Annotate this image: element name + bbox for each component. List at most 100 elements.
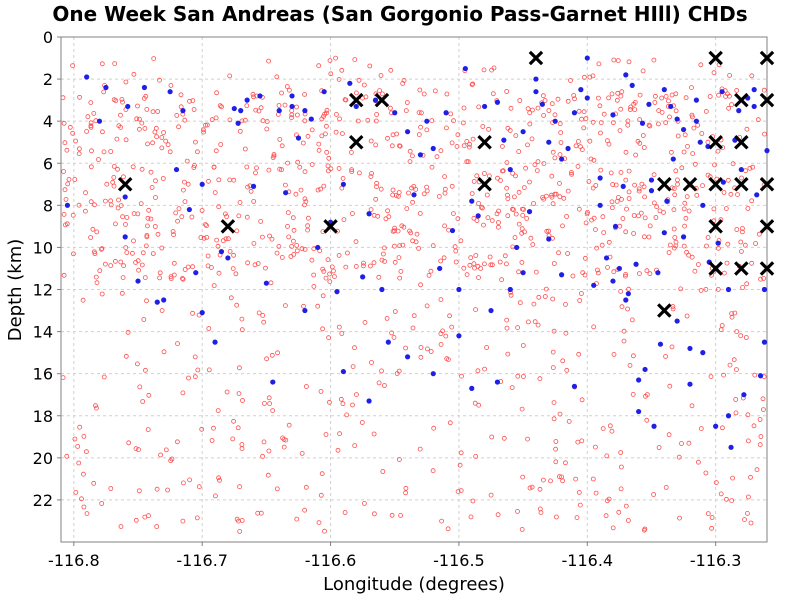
earthquake-point (458, 450, 464, 456)
earthquake-point (279, 254, 285, 260)
earthquake-point (182, 267, 188, 272)
earthquake-point (416, 110, 422, 115)
earthquake-point (458, 488, 464, 494)
earthquake-point (536, 294, 542, 300)
earthquake-point (266, 167, 272, 173)
earthquake-point (154, 486, 160, 492)
chd-point (199, 310, 205, 316)
chd-point (680, 126, 687, 133)
earthquake-point (735, 192, 740, 198)
earthquake-point (471, 178, 477, 184)
chd-point (366, 211, 372, 217)
earthquake-point (745, 412, 751, 418)
earthquake-point (442, 190, 448, 196)
earthquake-point (496, 208, 502, 214)
earthquake-point (404, 206, 410, 212)
earthquake-point (485, 215, 491, 221)
earthquake-point (565, 98, 571, 104)
earthquake-point (271, 151, 277, 157)
earthquake-point (568, 78, 573, 83)
earthquake-point (724, 260, 730, 266)
earthquake-point (581, 125, 587, 131)
earthquake-point (418, 110, 424, 116)
chd-point (629, 82, 635, 88)
earthquake-point (165, 487, 171, 493)
earthquake-point (454, 143, 460, 149)
chd-point (539, 101, 545, 107)
earthquake-point (696, 262, 701, 267)
chd-point (122, 234, 128, 240)
chd-point (411, 192, 417, 198)
earthquake-point (476, 201, 482, 206)
earthquake-point (436, 193, 442, 199)
earthquake-point (239, 442, 245, 447)
earthquake-point (271, 153, 277, 159)
earthquake-point (509, 385, 515, 391)
earthquake-point (227, 177, 233, 183)
earthquake-point (196, 484, 202, 490)
earthquake-point (143, 243, 149, 249)
earthquake-point (260, 118, 266, 124)
earthquake-point (601, 230, 607, 236)
earthquake-point (556, 250, 561, 256)
earthquake-point (555, 96, 561, 102)
earthquake-point (406, 190, 411, 196)
earthquake-point (356, 77, 362, 83)
earthquake-point (62, 140, 68, 146)
earthquake-point (294, 112, 300, 118)
chd-point (141, 84, 148, 91)
earthquake-point (261, 319, 267, 325)
chd-point (546, 236, 552, 242)
earthquake-point (192, 354, 198, 360)
earthquake-point (501, 435, 507, 441)
earthquake-point (115, 166, 120, 172)
earthquake-point (72, 436, 78, 442)
earthquake-point (194, 515, 200, 521)
earthquake-point (349, 169, 355, 175)
earthquake-point (154, 524, 160, 529)
earthquake-point (92, 202, 97, 208)
earthquake-point (731, 357, 737, 363)
earthquake-point (449, 140, 455, 146)
earthquake-point (491, 65, 497, 71)
chd-point (507, 286, 513, 293)
earthquake-point (749, 198, 755, 204)
earthquake-point (616, 194, 621, 200)
earthquake-point (91, 111, 97, 116)
earthquake-point (752, 372, 758, 378)
earthquake-point (144, 234, 150, 240)
earthquake-point (411, 313, 417, 319)
earthquake-point (618, 106, 624, 112)
earthquake-point (606, 141, 612, 147)
earthquake-point (215, 408, 221, 414)
earthquake-point (686, 208, 692, 214)
x-marker (708, 177, 723, 192)
earthquake-point (337, 116, 343, 122)
earthquake-point (230, 436, 236, 442)
earthquake-point (609, 199, 615, 205)
earthquake-point (269, 236, 275, 242)
earthquake-point (515, 508, 520, 514)
earthquake-point (206, 326, 212, 331)
earthquake-point (464, 138, 470, 144)
earthquake-point (443, 125, 449, 131)
earthquake-point (159, 135, 165, 140)
earthquake-point (475, 368, 481, 374)
earthquake-point (321, 268, 327, 274)
earthquake-point (333, 129, 339, 135)
chd-point (238, 108, 244, 114)
chd-point (212, 339, 218, 345)
chd-point (612, 223, 619, 229)
earthquake-point (618, 169, 624, 175)
earthquake-point (323, 123, 329, 129)
earthquake-point (150, 109, 156, 115)
earthquake-point (598, 167, 604, 173)
earthquake-point (305, 223, 311, 229)
earthquake-point (270, 408, 276, 414)
earthquake-point (755, 117, 761, 123)
earthquake-point (573, 143, 579, 149)
earthquake-point (526, 319, 531, 325)
earthquake-point (611, 269, 617, 275)
earthquake-point (302, 246, 308, 252)
earthquake-point (245, 184, 251, 190)
